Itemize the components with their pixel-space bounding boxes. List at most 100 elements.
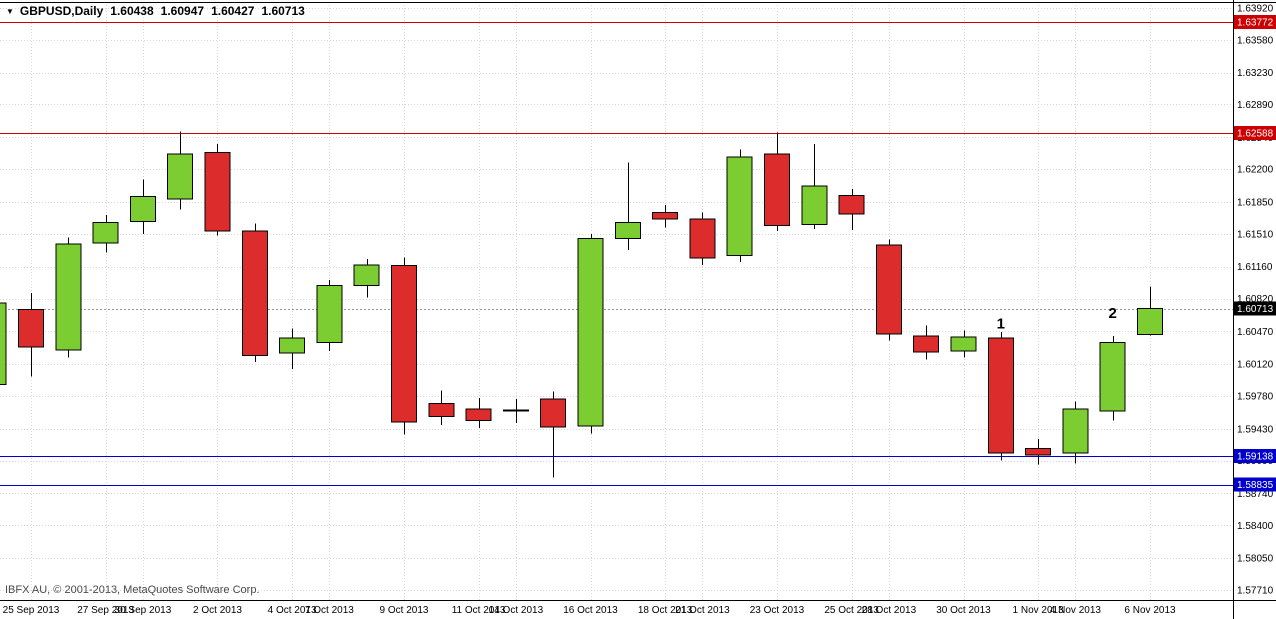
bid-price-badge (1234, 301, 1276, 316)
x-axis-label: 21 Oct 2013 (675, 605, 730, 616)
candle-21-Oct-2013 (689, 212, 716, 265)
candle-8-Oct-2013 (353, 259, 380, 298)
candle-body (55, 243, 82, 351)
y-axis-label: 1.61850 (1237, 197, 1274, 208)
x-axis-label: 16 Oct 2013 (563, 605, 618, 616)
y-axis-label: 1.63230 (1237, 68, 1274, 79)
candle-25-Sep-2013 (18, 292, 44, 377)
candle-body (1099, 342, 1126, 412)
candle-body (92, 222, 119, 244)
candle-body (987, 337, 1014, 454)
chart-title: ▼ GBPUSD,Daily 1.60438 1.60947 1.60427 1.6071… (6, 4, 305, 18)
candle-4-Oct-2013 (279, 328, 306, 369)
candle-body (465, 408, 492, 421)
candle-28-Oct-2013 (875, 239, 902, 341)
candle-18-Oct-2013 (652, 204, 679, 228)
y-axis-label: 1.61510 (1237, 229, 1274, 240)
candle-29-Oct-2013 (913, 325, 940, 360)
candle-31-Oct-2013 (987, 332, 1014, 461)
y-axis-label: 1.63920 (1237, 3, 1274, 14)
bid-price-badge-label: 1.60713 (1237, 304, 1274, 315)
candle-16-Oct-2013 (577, 233, 604, 434)
candle-24-Sep-2013 (0, 302, 7, 386)
candle-body (614, 222, 641, 240)
candle-body (167, 153, 194, 200)
chart-symbol-period: GBPUSD,Daily (19, 4, 104, 18)
candle-body (950, 336, 977, 352)
x-axis-label: 6 Nov 2013 (1124, 605, 1176, 616)
candle-body (1025, 447, 1052, 456)
candle-9-Oct-2013 (391, 257, 417, 435)
candle-2-Oct-2013 (204, 143, 231, 236)
copyright-text: IBFX AU, © 2001-2013, MetaQuotes Softwar… (5, 584, 260, 596)
y-axis-label: 1.62200 (1237, 165, 1274, 176)
y-axis-label: 1.59430 (1237, 424, 1274, 435)
price-badge-1.63772 (1234, 14, 1276, 29)
candle-body (279, 337, 306, 354)
candle-body (391, 265, 417, 423)
y-axis-label: 1.63580 (1237, 35, 1274, 46)
candle-1-Nov-2013 (1025, 439, 1052, 465)
y-axis-label: 1.58400 (1237, 521, 1274, 532)
candle-30-Oct-2013 (950, 330, 977, 358)
price-badge-1.62588-label: 1.62588 (1237, 128, 1274, 139)
candle-body (764, 153, 790, 226)
candle-body (652, 211, 679, 220)
x-axis-label: 4 Nov 2013 (1050, 605, 1102, 616)
y-axis-label: 1.58740 (1237, 489, 1274, 500)
x-axis-label: 25 Oct 2013 (824, 605, 879, 616)
x-axis-label: 11 Oct 2013 (452, 605, 506, 616)
x-axis-label: 30 Oct 2013 (936, 605, 991, 616)
y-axis-label: 1.58050 (1237, 554, 1274, 565)
candle-15-Oct-2013 (540, 391, 567, 478)
y-axis-label: 1.59780 (1237, 391, 1274, 402)
x-axis-label: 1 Nov 2013 (1013, 605, 1065, 616)
candle-1-Oct-2013 (167, 131, 194, 210)
y-axis-label: 1.57710 (1237, 585, 1274, 596)
annotation-1: 1 (997, 315, 1005, 332)
x-axis-label: 30 Sep 2013 (115, 605, 172, 616)
price-badge-1.58835-label: 1.58835 (1237, 480, 1274, 491)
candle-body (502, 409, 529, 412)
candle-body (204, 151, 231, 232)
x-axis-label: 25 Sep 2013 (3, 605, 60, 616)
candle-24-Oct-2013 (801, 143, 828, 230)
y-axis-label: 1.61160 (1237, 262, 1273, 273)
candle-17-Oct-2013 (614, 162, 641, 250)
price-badge-1.59138-label: 1.59138 (1237, 452, 1274, 463)
candle-7-Oct-2013 (316, 279, 343, 351)
candle-body (428, 402, 455, 418)
candle-25-Oct-2013 (838, 188, 865, 231)
x-axis-label: 7 Oct 2013 (305, 605, 354, 616)
candle-body (540, 398, 567, 428)
candle-23-Oct-2013 (764, 132, 790, 232)
y-axis-label: 1.60470 (1237, 327, 1274, 338)
candle-body (875, 244, 902, 335)
x-axis-label: 27 Sep 2013 (77, 605, 134, 616)
price-badge-1.63772-label: 1.63772 (1237, 17, 1274, 28)
x-axis-label: 14 Oct 2013 (489, 605, 544, 616)
price-badge-1.58835 (1234, 477, 1276, 492)
candle-body (689, 218, 716, 259)
ohlc-close: 1.60713 (261, 4, 305, 18)
x-axis-label: 18 Oct 2013 (638, 605, 693, 616)
ohlc-low: 1.60427 (211, 4, 255, 18)
candle-6-Nov-2013 (1137, 286, 1163, 336)
candle-body (1137, 308, 1163, 335)
candle-27-Sep-2013 (92, 215, 119, 253)
annotation-2: 2 (1109, 305, 1117, 322)
y-axis-label: 1.60820 (1237, 294, 1274, 305)
candle-body (1062, 408, 1089, 454)
ohlc-open: 1.60438 (110, 4, 154, 18)
symbol-dropdown-icon[interactable]: ▼ (6, 7, 14, 16)
candle-body (353, 264, 380, 286)
x-axis-label: 28 Oct 2013 (862, 605, 917, 616)
candle-body (838, 194, 865, 215)
candle-body (726, 156, 753, 256)
candle-30-Sep-2013 (129, 179, 156, 234)
candle-body (801, 185, 828, 225)
candle-body (316, 284, 343, 344)
grid-layer (0, 2, 1233, 600)
